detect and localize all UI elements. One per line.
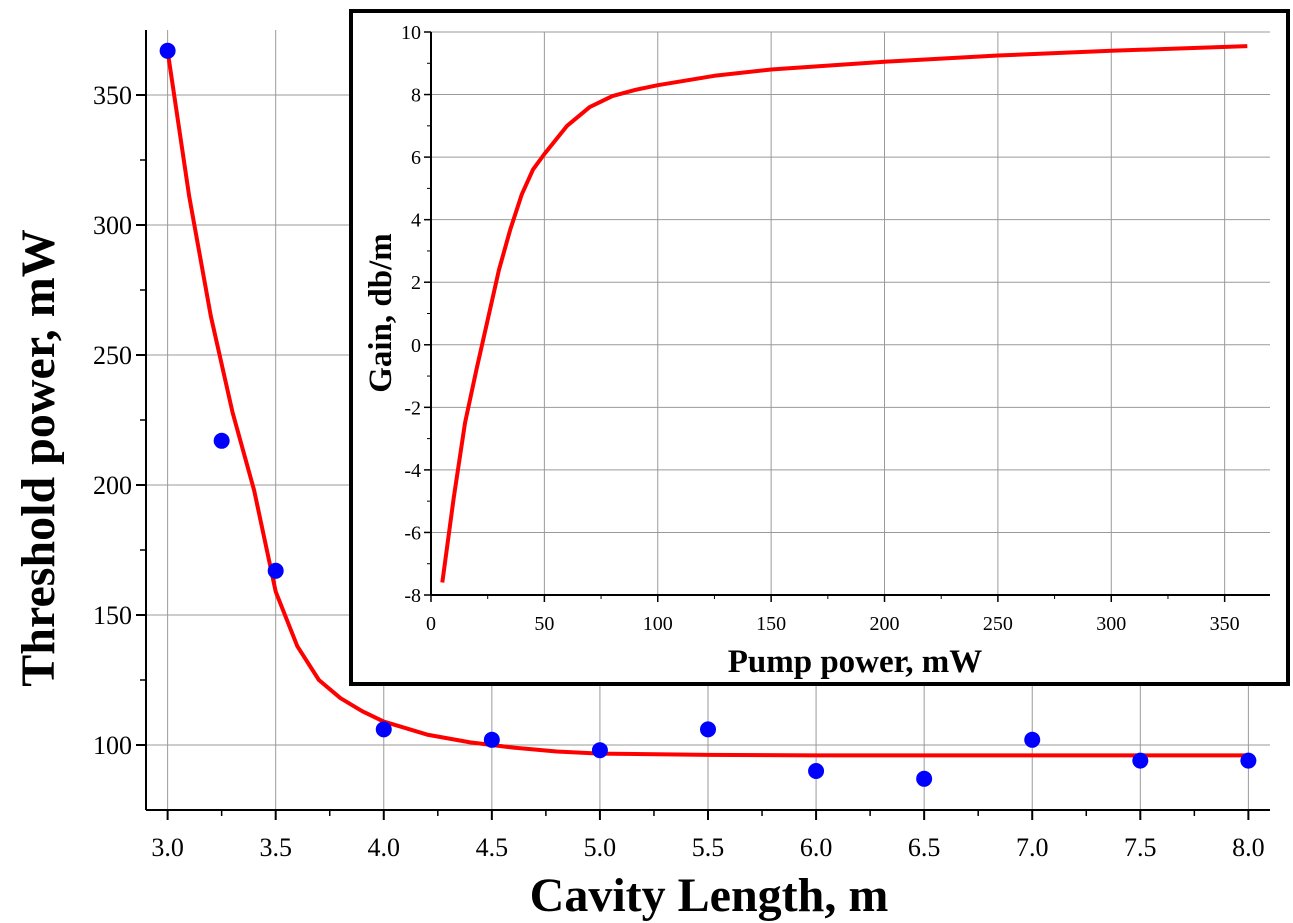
main-x-tick-label: 3.5 bbox=[259, 833, 292, 862]
main-data-point bbox=[483, 731, 500, 748]
main-tick-labels: 3.0 3.5 4.0 4.5 5.0 5.5 6.0 6.5 7.0 7.5 8.0 100 150 2… bbox=[93, 81, 1265, 862]
main-y-tick-label: 200 bbox=[93, 471, 132, 500]
main-x-tick-label: 4.5 bbox=[476, 833, 509, 862]
main-y-tick-label: 250 bbox=[93, 341, 132, 370]
inset-x-tick-label: 250 bbox=[983, 613, 1013, 635]
inset-x-tick-label: 50 bbox=[534, 613, 554, 635]
inset-gain-line bbox=[440, 44, 1248, 583]
main-y-tick-label: 100 bbox=[93, 731, 132, 760]
inset-x-tick-label: 150 bbox=[756, 613, 786, 635]
inset-y-tick-label: -8 bbox=[404, 585, 421, 607]
inset-gain-curve bbox=[440, 44, 1248, 583]
inset-y-tick-label: 6 bbox=[411, 147, 421, 169]
main-y-axis-title: Threshold power, mW bbox=[12, 229, 65, 686]
inset-y-tick-label: -4 bbox=[404, 460, 421, 482]
inset-frame bbox=[349, 9, 1290, 686]
inset-x-axis-title: Pump power, mW bbox=[728, 644, 983, 680]
main-fit-line bbox=[165, 50, 1249, 758]
inset-tick-labels: 0 50 100 150 200 250 300 350 -8 -6 -4 -2 0 2 4 6 8 10 bbox=[401, 22, 1240, 635]
main-x-tick-label: 4.0 bbox=[368, 833, 401, 862]
main-data-points bbox=[159, 42, 1257, 787]
inset-y-tick-label: 0 bbox=[411, 335, 421, 357]
inset-y-axis-title: Gain, db/m bbox=[363, 233, 399, 393]
inset-x-tick-label: 350 bbox=[1210, 613, 1240, 635]
main-data-point bbox=[267, 562, 284, 579]
main-x-tick-label: 8.0 bbox=[1232, 833, 1265, 862]
main-x-tick-label: 5.0 bbox=[584, 833, 617, 862]
main-data-point bbox=[808, 763, 825, 779]
inset-x-tick-label: 300 bbox=[1096, 613, 1126, 635]
main-plot-axes bbox=[136, 30, 1270, 820]
main-x-tick-label: 7.5 bbox=[1124, 833, 1157, 862]
inset-x-tick-label: 0 bbox=[426, 613, 436, 635]
inset-x-tick-label: 200 bbox=[870, 613, 900, 635]
inset-y-tick-label: 10 bbox=[401, 22, 421, 44]
inset-y-tick-label: 2 bbox=[411, 272, 421, 294]
main-y-tick-label: 350 bbox=[93, 81, 132, 110]
main-data-point bbox=[213, 432, 230, 449]
main-data-point bbox=[916, 770, 933, 787]
main-x-axis-title: Cavity Length, m bbox=[530, 869, 889, 922]
main-data-point bbox=[591, 742, 608, 759]
main-y-tick-label: 300 bbox=[93, 211, 132, 240]
main-x-tick-label: 6.0 bbox=[800, 833, 833, 862]
main-data-point bbox=[159, 42, 176, 59]
main-fit-curve bbox=[165, 50, 1249, 758]
inset-chart: 0 50 100 150 200 250 300 350 -8 -6 -4 -2 0 2 4 6 8 10 Pum… bbox=[349, 9, 1290, 686]
main-data-point bbox=[1024, 731, 1041, 748]
inset-y-tick-label: 8 bbox=[411, 85, 421, 107]
main-data-point bbox=[1240, 752, 1257, 769]
inset-x-tick-label: 100 bbox=[643, 613, 673, 635]
main-data-point bbox=[700, 721, 716, 738]
main-x-tick-label: 3.0 bbox=[151, 833, 184, 862]
inset-y-tick-label: -2 bbox=[404, 397, 421, 419]
inset-plot-axes bbox=[424, 31, 1270, 602]
main-x-tick-label: 7.0 bbox=[1016, 833, 1049, 862]
main-x-tick-label: 5.5 bbox=[692, 833, 725, 862]
inset-y-tick-label: 4 bbox=[411, 210, 421, 232]
inset-y-tick-label: -6 bbox=[404, 522, 421, 544]
main-x-tick-label: 6.5 bbox=[908, 833, 941, 862]
main-y-tick-label: 150 bbox=[93, 601, 132, 630]
main-data-point bbox=[375, 721, 392, 738]
main-data-point bbox=[1132, 752, 1149, 769]
